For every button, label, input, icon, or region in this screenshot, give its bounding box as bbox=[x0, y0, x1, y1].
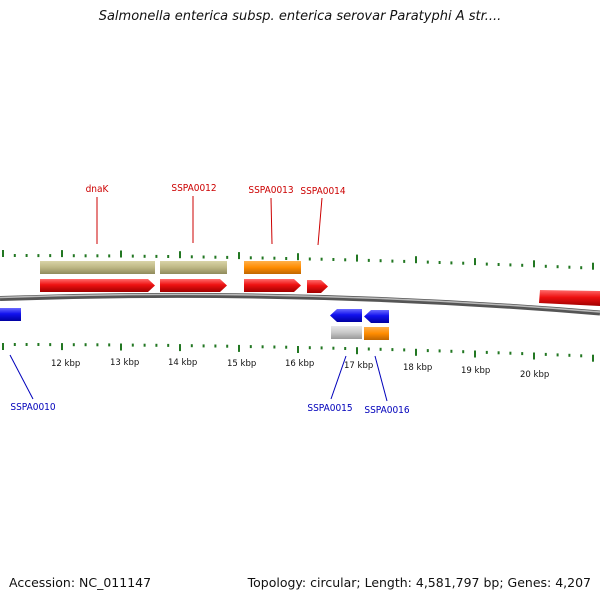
gene-label-sspa0012[interactable]: SSPA0012 bbox=[171, 183, 216, 194]
cds-arrow-sspa0013[interactable] bbox=[244, 279, 301, 292]
scale-labels: 12 kbp 13 kbp 14 kbp 15 kbp 16 kbp 17 kb… bbox=[51, 358, 549, 380]
gene-label-dnak[interactable]: dnaK bbox=[86, 184, 110, 195]
cds-arrow-dnak[interactable] bbox=[40, 279, 155, 292]
cds-arrow-sspa0010[interactable] bbox=[0, 308, 21, 321]
leader-line-sspa0010 bbox=[9, 354, 34, 400]
map-title: Salmonella enterica subsp. enterica sero… bbox=[98, 9, 502, 24]
gene-label-sspa0010[interactable]: SSPA0010 bbox=[10, 402, 56, 413]
tick-label-13kbp: 13 kbp bbox=[110, 358, 139, 368]
genome-backbone-highlight bbox=[0, 293, 600, 313]
cds-arrow-sspa0016[interactable] bbox=[364, 310, 389, 323]
tick-label-15kbp: 15 kbp bbox=[227, 359, 256, 369]
tick-label-19kbp: 19 kbp bbox=[461, 366, 490, 376]
cds-arrow-right-edge[interactable] bbox=[539, 290, 600, 306]
gene-label-sspa0013[interactable]: SSPA0013 bbox=[248, 185, 293, 196]
cds-arrow-sspa0012[interactable] bbox=[160, 279, 227, 292]
tick-row-top bbox=[2, 250, 594, 270]
feature-block-dnak[interactable] bbox=[40, 261, 155, 274]
tick-label-14kbp: 14 kbp bbox=[168, 358, 197, 368]
tick-label-18kbp: 18 kbp bbox=[403, 363, 432, 373]
feature-block-sspa0013[interactable] bbox=[244, 261, 301, 274]
cds-arrow-sspa0014[interactable] bbox=[307, 280, 328, 293]
tick-label-20kbp: 20 kbp bbox=[520, 370, 549, 380]
tick-label-17kbp: 17 kbp bbox=[344, 361, 373, 371]
gene-label-sspa0014[interactable]: SSPA0014 bbox=[300, 186, 346, 197]
feature-block-sspa0012[interactable] bbox=[160, 261, 227, 274]
leader-line-sspa0015 bbox=[330, 355, 347, 400]
leader-line-sspa0014 bbox=[317, 197, 323, 246]
genome-summary-text: Topology: circular; Length: 4,581,797 bp… bbox=[247, 575, 591, 590]
accession-text: Accession: NC_011147 bbox=[9, 575, 152, 590]
genome-backbone bbox=[0, 292, 600, 316]
gene-label-sspa0016[interactable]: SSPA0016 bbox=[364, 405, 410, 416]
feature-block-sspa0016[interactable] bbox=[364, 327, 389, 340]
tick-row-bottom bbox=[2, 343, 594, 362]
feature-block-sspa0015[interactable] bbox=[331, 326, 362, 339]
leader-line-sspa0016 bbox=[374, 355, 388, 402]
leader-line-sspa0013 bbox=[270, 197, 273, 245]
tick-label-16kbp: 16 kbp bbox=[285, 359, 314, 369]
gene-label-sspa0015[interactable]: SSPA0015 bbox=[307, 403, 352, 414]
cds-arrow-sspa0015[interactable] bbox=[330, 309, 362, 322]
tick-label-12kbp: 12 kbp bbox=[51, 359, 80, 369]
